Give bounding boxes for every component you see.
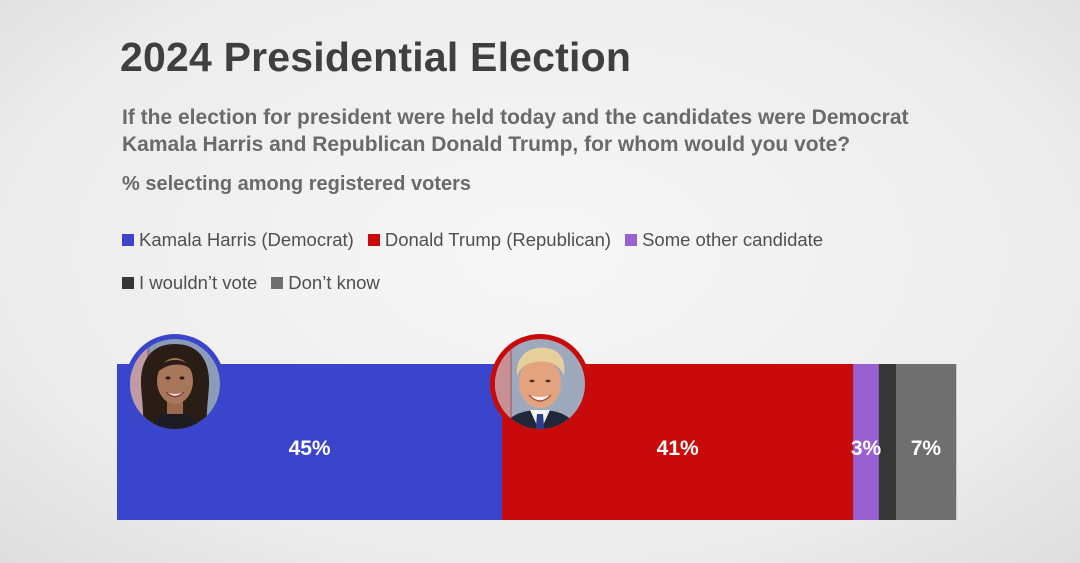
legend-item-dont-know: Don’t know xyxy=(271,272,380,294)
bar-segment-other xyxy=(853,364,880,520)
legend-row-2: I wouldn’t vote Don’t know xyxy=(122,272,394,294)
data-label-trump: 41% xyxy=(657,437,699,460)
legend-swatch-dont-know xyxy=(271,277,284,289)
legend-label-trump: Donald Trump (Republican) xyxy=(384,229,612,250)
legend-label-dont-know: Don’t know xyxy=(288,272,380,293)
legend-row-1: Kamala Harris (Democrat) Donald Trump (R… xyxy=(122,229,837,251)
legend-swatch-wouldnt-vote xyxy=(122,277,134,289)
harris-portrait-avatar xyxy=(125,334,225,434)
survey-question-line-2: Kamala Harris and Republican Donald Trum… xyxy=(122,133,851,156)
legend-label-other: Some other candidate xyxy=(642,229,824,250)
legend-item-wouldnt-vote: I wouldn’t vote xyxy=(122,272,257,294)
data-label-other: 3% xyxy=(851,437,882,460)
bar-segment-wouldnt-vote xyxy=(878,364,897,520)
legend-label-wouldnt-vote: I wouldn’t vote xyxy=(139,272,258,293)
legend-item-other: Some other candidate xyxy=(625,229,823,251)
data-label-dont-know: 7% xyxy=(911,437,942,460)
legend-swatch-other xyxy=(625,234,638,246)
bar-data-labels: 45% 41% 3% 7% xyxy=(289,437,942,460)
chart-subtitle: % selecting among registered voters xyxy=(122,173,472,195)
legend-swatch-harris xyxy=(122,234,134,246)
survey-question-line-1: If the election for president were held … xyxy=(122,106,909,129)
bar-segment-dont-know xyxy=(895,364,957,520)
legend-item-harris: Kamala Harris (Democrat) xyxy=(122,229,354,251)
legend-label-harris: Kamala Harris (Democrat) xyxy=(139,229,354,250)
chart-title: 2024 Presidential Election xyxy=(120,34,632,80)
survey-question: If the election for president were held … xyxy=(122,104,1002,158)
legend-item-trump: Donald Trump (Republican) xyxy=(367,229,612,251)
legend-swatch-trump xyxy=(367,234,380,246)
data-label-harris: 45% xyxy=(289,437,331,460)
